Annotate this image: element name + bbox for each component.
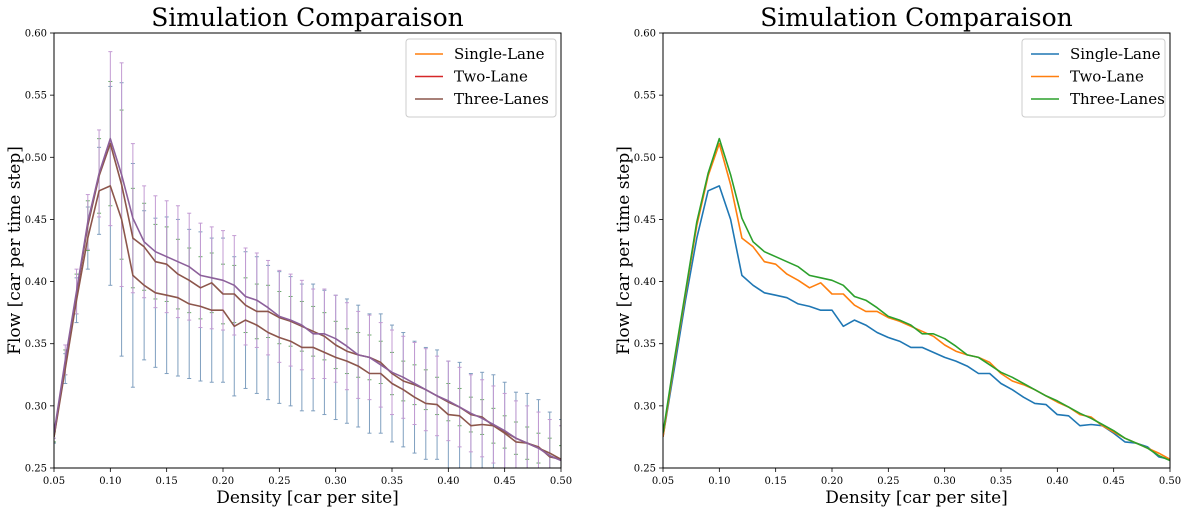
chart0-y-tick-label: 0.35 bbox=[25, 339, 47, 350]
chart1-legend bbox=[1021, 38, 1166, 118]
chart0-y-axis-label: Flow [car per time step] bbox=[5, 146, 25, 355]
chart0-x-tick-label: 0.20 bbox=[212, 476, 234, 487]
chart1-y-tick-label: 0.40 bbox=[634, 277, 656, 288]
chart1-x-tick-label: 0.05 bbox=[652, 476, 674, 487]
chart0-legend-label: Two-Lane bbox=[454, 68, 528, 86]
chart1-legend-label: Three-Lanes bbox=[1070, 90, 1165, 108]
chart1-series-line-2 bbox=[663, 137, 1170, 462]
chart0-x-tick-label: 0.30 bbox=[325, 476, 347, 487]
chart1-series-line-0 bbox=[663, 185, 1170, 461]
chart0-x-tick-label: 0.05 bbox=[43, 476, 65, 487]
chart1-series-line-1 bbox=[663, 142, 1170, 461]
chart0-y-tick-label: 0.45 bbox=[25, 215, 47, 226]
chart0-title: Simulation Comparaison bbox=[151, 3, 464, 32]
chart0-legend-label: Three-Lanes bbox=[454, 90, 549, 108]
chart1-legend-label: Two-Lane bbox=[1070, 68, 1144, 86]
chart-left: Simulation Comparaison Density [car per s… bbox=[5, 3, 572, 508]
chart0-y-tick-label: 0.55 bbox=[25, 91, 47, 102]
chart0-x-tick-label: 0.35 bbox=[381, 476, 403, 487]
chart0-series-line-0 bbox=[54, 185, 561, 461]
chart1-x-tick-label: 0.10 bbox=[708, 476, 730, 487]
chart1-y-tick-label: 0.50 bbox=[634, 153, 656, 164]
chart1-x-tick-label: 0.15 bbox=[765, 476, 787, 487]
chart1-y-tick-label: 0.60 bbox=[634, 29, 656, 40]
chart1-y-axis-label: Flow [car per time step] bbox=[614, 146, 634, 355]
chart0-y-tick-label: 0.60 bbox=[25, 29, 47, 40]
chart1-x-tick-label: 0.45 bbox=[1103, 476, 1125, 487]
chart1-x-tick-label: 0.25 bbox=[877, 476, 899, 487]
chart1-axes-frame bbox=[662, 32, 1171, 469]
chart0-legend-label: Single-Lane bbox=[454, 45, 545, 63]
chart1-x-tick-label: 0.20 bbox=[821, 476, 843, 487]
chart0-y-tick-label: 0.50 bbox=[25, 153, 47, 164]
chart1-x-tick-label: 0.40 bbox=[1046, 476, 1068, 487]
chart1-x-tick-label: 0.50 bbox=[1159, 476, 1181, 487]
chart1-plot-area bbox=[663, 137, 1170, 462]
chart0-x-tick-label: 0.25 bbox=[268, 476, 290, 487]
chart0-axes-frame bbox=[53, 32, 562, 469]
chart1-y-tick-label: 0.45 bbox=[634, 215, 656, 226]
chart1-x-tick-label: 0.35 bbox=[990, 476, 1012, 487]
chart0-y-tick-label: 0.40 bbox=[25, 277, 47, 288]
chart1-y-tick-label: 0.30 bbox=[634, 401, 656, 412]
chart0-x-tick-label: 0.15 bbox=[156, 476, 178, 487]
chart1-legend-label: Single-Lane bbox=[1070, 45, 1161, 63]
chart0-x-tick-label: 0.40 bbox=[437, 476, 459, 487]
chart0-legend bbox=[405, 38, 557, 118]
chart0-series-line-2 bbox=[54, 137, 561, 462]
chart0-x-tick-label: 0.50 bbox=[550, 476, 572, 487]
chart1-y-tick-label: 0.25 bbox=[634, 464, 656, 475]
chart1-y-tick-label: 0.35 bbox=[634, 339, 656, 350]
chart0-x-tick-label: 0.10 bbox=[99, 476, 121, 487]
chart-right: Simulation Comparaison Density [car per s… bbox=[614, 3, 1181, 508]
chart0-x-tick-label: 0.45 bbox=[494, 476, 516, 487]
chart1-x-tick-label: 0.30 bbox=[934, 476, 956, 487]
chart1-y-tick-label: 0.55 bbox=[634, 91, 656, 102]
chart1-title: Simulation Comparaison bbox=[760, 3, 1073, 32]
chart0-plot-area bbox=[54, 51, 561, 468]
chart0-y-tick-label: 0.30 bbox=[25, 401, 47, 412]
chart1-x-axis-label: Density [car per site] bbox=[825, 488, 1008, 508]
chart0-x-axis-label: Density [car per site] bbox=[216, 488, 399, 508]
chart0-series-line-1 bbox=[54, 142, 561, 461]
chart0-y-tick-label: 0.25 bbox=[25, 464, 47, 475]
